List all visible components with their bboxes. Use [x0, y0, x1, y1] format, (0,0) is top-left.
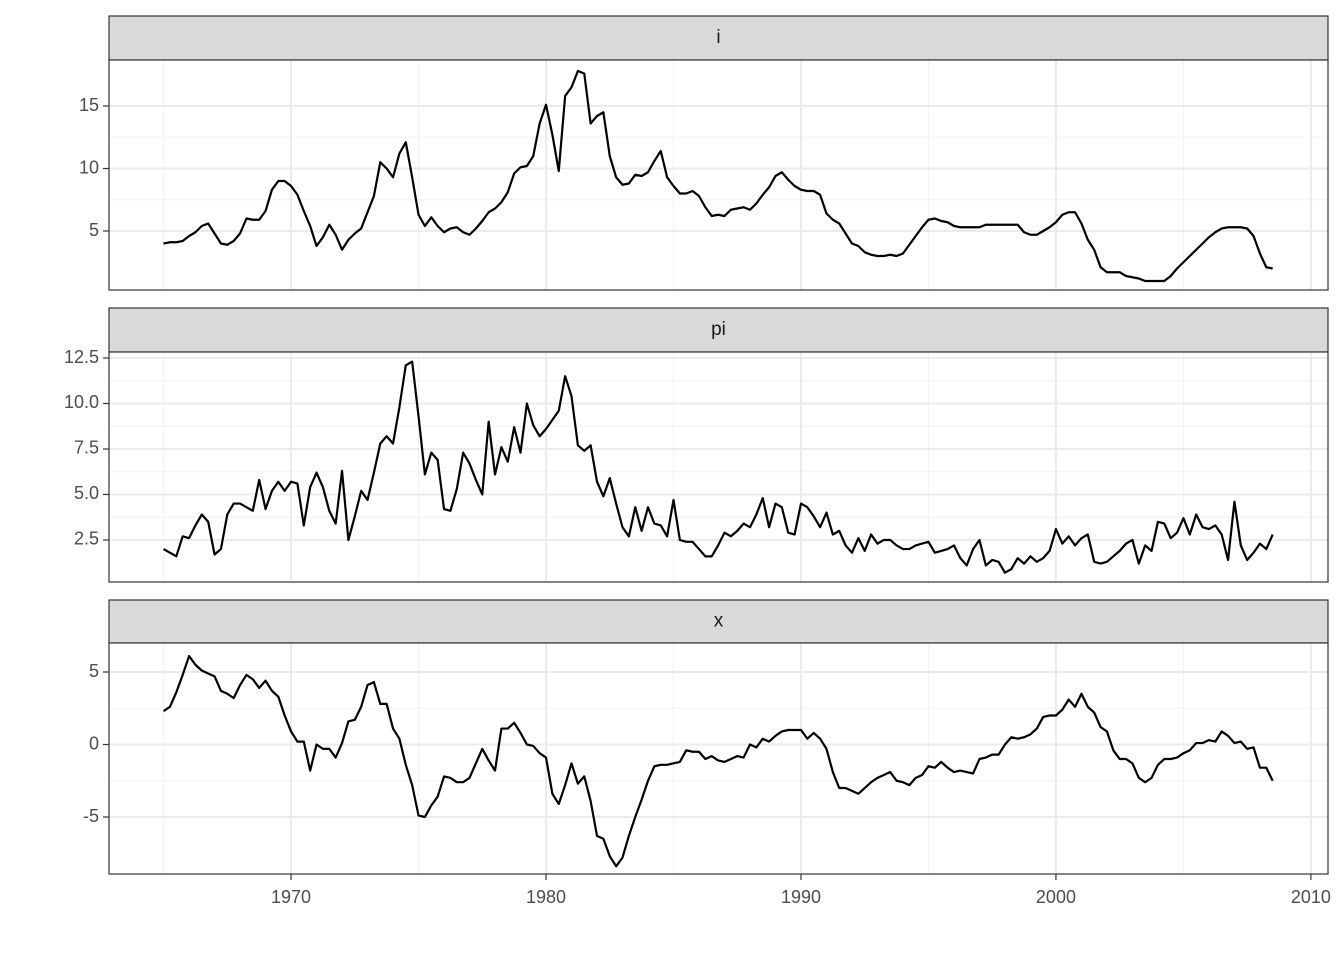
panel	[109, 60, 1328, 290]
series-line	[162, 654, 1274, 868]
y-tick-label: 2.5	[74, 529, 99, 549]
series-line	[163, 360, 1274, 574]
y-tick-label: 10.0	[64, 392, 99, 412]
panel-border	[108, 351, 1329, 583]
y-tick-label: 10	[79, 157, 99, 177]
y-tick-label: 0	[89, 733, 99, 753]
x-tick-label: 1980	[526, 887, 566, 907]
x-tick-label: 1970	[271, 887, 311, 907]
y-tick-label: -5	[83, 806, 99, 826]
x-tick-label: 2000	[1036, 887, 1076, 907]
strip	[108, 15, 1329, 61]
panel-border	[108, 59, 1329, 291]
x-tick-label: 1990	[781, 887, 821, 907]
strip-label: pi	[711, 319, 726, 340]
series-line	[163, 69, 1273, 283]
y-tick-label: 7.5	[74, 438, 99, 458]
x-tick-label: 2010	[1291, 887, 1331, 907]
y-tick-label: 12.5	[64, 347, 99, 367]
strip	[108, 307, 1329, 353]
panel-border	[108, 642, 1329, 875]
strip-label: i	[716, 27, 720, 48]
y-tick-label: 5	[89, 661, 99, 681]
strip	[108, 599, 1329, 644]
y-tick-label: 5.0	[74, 483, 99, 503]
y-tick-label: 5	[89, 220, 99, 240]
strip-label: x	[714, 611, 724, 632]
y-tick-label: 15	[79, 95, 99, 115]
